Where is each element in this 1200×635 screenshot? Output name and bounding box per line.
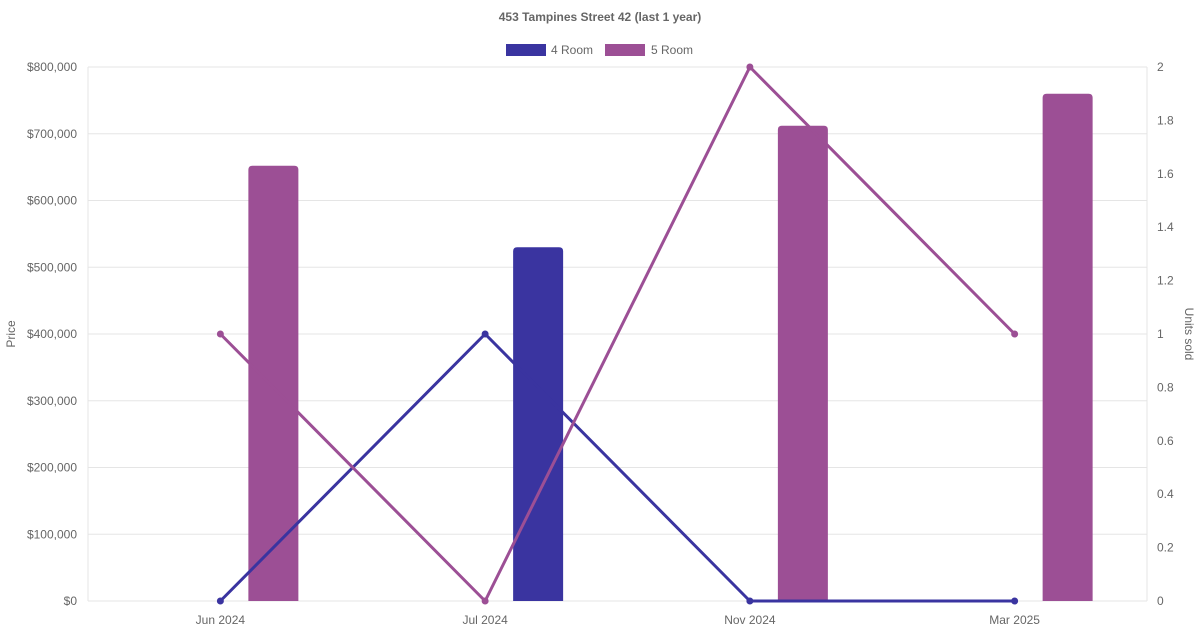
y-right-tick-label: 0 — [1157, 594, 1164, 608]
legend-item-4-room[interactable]: 4 Room — [506, 43, 593, 57]
x-axis: Jun 2024 Jul 2024 Nov 2024 Mar 2025 — [196, 613, 1041, 627]
bar-5-room[interactable] — [777, 125, 828, 602]
y-left-tick-label: $200,000 — [27, 461, 77, 475]
y-right-tick-label: 0.4 — [1157, 487, 1174, 501]
legend-item-5-room[interactable]: 5 Room — [605, 43, 693, 57]
y-left-tick-label: $0 — [64, 594, 78, 608]
point-5-room[interactable] — [746, 63, 754, 71]
point-5-room[interactable] — [481, 597, 489, 605]
legend: 4 Room 5 Room — [506, 43, 693, 57]
legend-swatch-4-room — [506, 44, 546, 56]
y-right-tick-label: 1 — [1157, 327, 1164, 341]
y-left-tick-label: $300,000 — [27, 394, 77, 408]
y-right-tick-label: 0.8 — [1157, 380, 1174, 394]
bar-5-room[interactable] — [248, 165, 299, 602]
x-tick-label: Jun 2024 — [196, 613, 246, 627]
price-bars — [248, 93, 1093, 602]
point-4-room[interactable] — [1011, 597, 1019, 605]
y-right-tick-label: 1.2 — [1157, 274, 1174, 288]
bar-5-room[interactable] — [1042, 93, 1093, 601]
right-axis: 0 0.2 0.4 0.6 0.8 1 1.2 1.4 1.6 1.8 2 — [1157, 60, 1174, 608]
legend-label-4-room: 4 Room — [551, 43, 593, 57]
point-4-room[interactable] — [481, 330, 489, 338]
y-right-tick-label: 1.4 — [1157, 220, 1174, 234]
y-left-tick-label: $700,000 — [27, 127, 77, 141]
line-5-room — [218, 65, 1017, 603]
point-4-room[interactable] — [216, 597, 224, 605]
point-4-room[interactable] — [746, 597, 754, 605]
y-left-tick-label: $400,000 — [27, 327, 77, 341]
bar-4-room[interactable] — [513, 247, 564, 601]
y-right-tick-label: 0.2 — [1157, 541, 1174, 555]
y-axis-left-title: Price — [4, 320, 18, 348]
y-right-tick-label: 1.6 — [1157, 167, 1174, 181]
point-5-room[interactable] — [1011, 330, 1019, 338]
left-axis: $0 $100,000 $200,000 $300,000 $400,000 $500,0… — [27, 60, 77, 608]
y-right-tick-label: 1.8 — [1157, 113, 1174, 127]
y-axis-right-title: Units sold — [1182, 308, 1196, 361]
y-left-tick-label: $600,000 — [27, 194, 77, 208]
x-tick-label: Mar 2025 — [989, 613, 1040, 627]
y-right-tick-label: 0.6 — [1157, 434, 1174, 448]
y-left-tick-label: $500,000 — [27, 260, 77, 274]
legend-swatch-5-room — [605, 44, 645, 56]
x-tick-label: Nov 2024 — [724, 613, 776, 627]
x-tick-label: Jul 2024 — [462, 613, 508, 627]
y-right-tick-label: 2 — [1157, 60, 1164, 74]
legend-label-5-room: 5 Room — [651, 43, 693, 57]
point-5-room[interactable] — [216, 330, 224, 338]
y-left-tick-label: $100,000 — [27, 527, 77, 541]
units-lines — [216, 63, 1019, 605]
y-left-tick-label: $800,000 — [27, 60, 77, 74]
chart-title: 453 Tampines Street 42 (last 1 year) — [499, 10, 702, 24]
